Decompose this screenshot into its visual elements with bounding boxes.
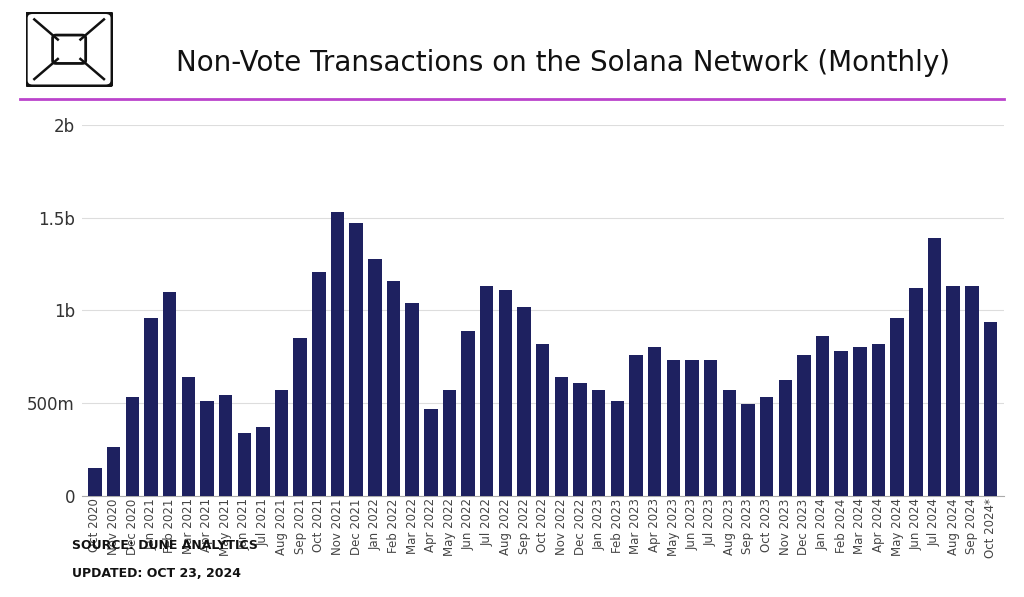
Bar	[667, 361, 680, 496]
Bar	[573, 383, 587, 496]
Bar	[723, 390, 736, 496]
Bar	[610, 401, 624, 496]
Text: SOURCE: DUNE ANALYTICS: SOURCE: DUNE ANALYTICS	[72, 539, 258, 552]
Bar	[853, 347, 866, 496]
Bar	[760, 398, 773, 496]
Bar	[592, 390, 605, 496]
Bar	[406, 303, 419, 496]
Bar	[312, 272, 326, 496]
Bar	[555, 377, 568, 496]
Text: UPDATED: OCT 23, 2024: UPDATED: OCT 23, 2024	[72, 567, 241, 580]
Bar	[685, 361, 698, 496]
Bar	[946, 287, 959, 496]
Bar	[219, 395, 232, 496]
Bar	[181, 377, 195, 496]
Bar	[871, 344, 885, 496]
Bar	[965, 287, 979, 496]
Bar	[798, 355, 811, 496]
Text: Non-Vote Transactions on the Solana Network (Monthly): Non-Vote Transactions on the Solana Netw…	[176, 49, 950, 76]
Bar	[928, 238, 941, 496]
Bar	[368, 259, 382, 496]
Bar	[256, 427, 269, 496]
Bar	[648, 347, 662, 496]
Bar	[891, 318, 904, 496]
Bar	[630, 355, 643, 496]
Bar	[387, 281, 400, 496]
Bar	[201, 401, 214, 496]
Bar	[238, 433, 251, 496]
Bar	[816, 336, 829, 496]
Bar	[778, 380, 792, 496]
Bar	[88, 468, 101, 496]
Bar	[442, 390, 456, 496]
Bar	[462, 331, 475, 496]
Bar	[274, 390, 288, 496]
Bar	[144, 318, 158, 496]
Bar	[349, 223, 362, 496]
Bar	[984, 322, 997, 496]
Bar	[835, 351, 848, 496]
Bar	[331, 213, 344, 496]
Bar	[909, 288, 923, 496]
Bar	[741, 404, 755, 496]
Bar	[480, 287, 494, 496]
Bar	[163, 292, 176, 496]
Bar	[517, 307, 530, 496]
Bar	[106, 447, 121, 496]
Bar	[703, 361, 718, 496]
Bar	[499, 290, 512, 496]
Bar	[536, 344, 550, 496]
Bar	[126, 398, 139, 496]
Bar	[294, 338, 307, 496]
Bar	[424, 408, 437, 496]
